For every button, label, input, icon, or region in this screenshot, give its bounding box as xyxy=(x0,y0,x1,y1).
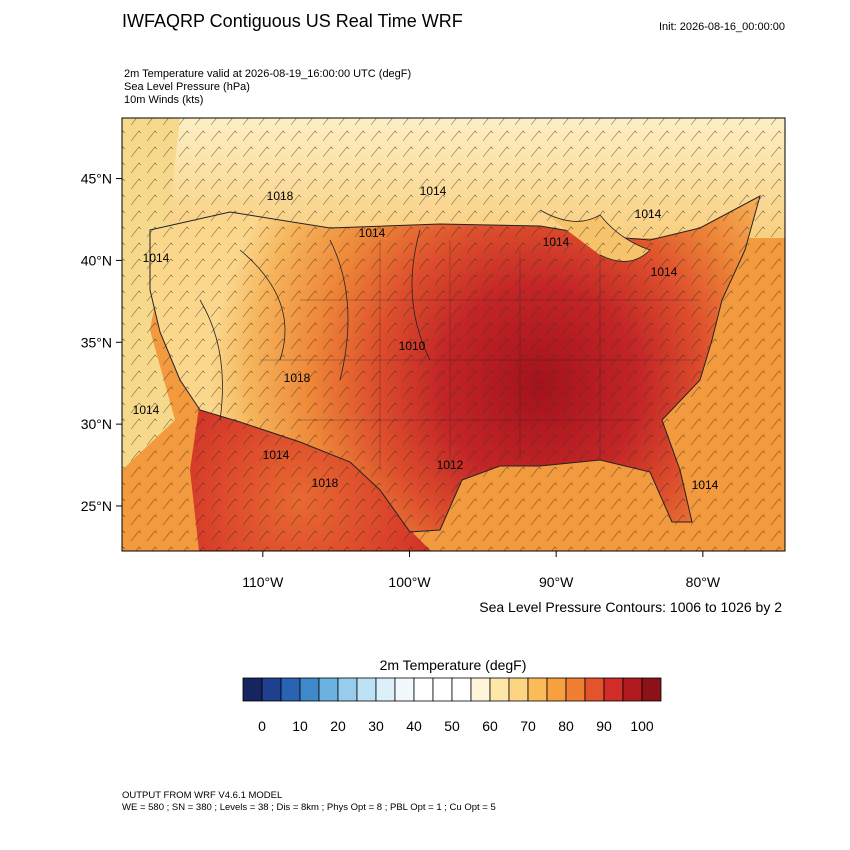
contour-label: 1014 xyxy=(359,226,386,240)
colorbar-swatch xyxy=(280,677,301,702)
contour-label-group: 1014 1014 1014 1014 1014 1014 1010 1014 1012 1014… xyxy=(133,184,719,492)
colorbar-tick-label: 40 xyxy=(406,718,422,734)
colorbar-swatch xyxy=(337,677,358,702)
y-tick-label: 30°N xyxy=(81,416,112,432)
colorbar-title: 2m Temperature (degF) xyxy=(380,657,527,673)
footer-line: WE = 580 ; SN = 380 ; Levels = 38 ; Dis … xyxy=(122,802,496,813)
colorbar-swatch xyxy=(546,677,567,702)
colorbar-swatch xyxy=(584,677,605,702)
y-tick-label: 35°N xyxy=(81,334,112,350)
colorbar-swatch xyxy=(242,677,263,702)
field-label: 10m Winds (kts) xyxy=(124,94,203,106)
contour-label: 1014 xyxy=(635,207,662,221)
footer-line: OUTPUT FROM WRF V4.6.1 MODEL xyxy=(122,790,282,801)
colorbar-tick-label: 80 xyxy=(558,718,574,734)
colorbar-swatch xyxy=(318,677,339,702)
x-tick-label: 100°W xyxy=(388,574,431,590)
x-tick-label: 110°W xyxy=(242,574,284,590)
colorbar: 0 10 20 30 40 50 60 70 80 90 100 xyxy=(242,677,662,734)
colorbar-swatch xyxy=(356,677,377,702)
colorbar-swatch xyxy=(565,677,586,702)
colorbar-swatch xyxy=(470,677,491,702)
colorbar-swatch xyxy=(451,677,472,702)
colorbar-tick-label: 60 xyxy=(482,718,498,734)
contour-label: 1014 xyxy=(143,251,170,265)
colorbar-swatch xyxy=(375,677,396,702)
colorbar-swatch xyxy=(413,677,434,702)
contour-label: 1012 xyxy=(437,458,464,472)
contour-label: 1010 xyxy=(399,339,426,353)
title: IWFAQRP Contiguous US Real Time WRF xyxy=(122,11,463,31)
colorbar-tick-label: 100 xyxy=(630,718,654,734)
map-frame xyxy=(121,117,786,552)
contour-label: 1018 xyxy=(284,371,311,385)
map-area: 1014 1014 1014 1014 1014 1014 1010 1014 1012 1014… xyxy=(122,118,785,551)
axes: 110°W 100°W 90°W 80°W 25°N 30°N 35°N 40°N 45°N xyxy=(81,171,721,590)
wind-barbs xyxy=(122,118,785,551)
contour-label: 1018 xyxy=(312,476,339,490)
colorbar-swatch xyxy=(622,677,643,702)
colorbar-swatch xyxy=(261,677,282,702)
colorbar-swatch xyxy=(527,677,548,702)
colorbar-tick-label: 20 xyxy=(330,718,346,734)
colorbar-tick-label: 0 xyxy=(258,718,266,734)
colorbar-swatch xyxy=(508,677,529,702)
colorbar-swatch xyxy=(432,677,453,702)
field-label: 2m Temperature valid at 2026-08-19_16:00… xyxy=(124,68,411,80)
field-list: 2m Temperature valid at 2026-08-19_16:00… xyxy=(124,68,411,106)
contour-label: 1014 xyxy=(263,448,290,462)
colorbar-swatch xyxy=(489,677,510,702)
contour-label: 1014 xyxy=(133,403,160,417)
contour-label: 1014 xyxy=(543,235,570,249)
colorbar-tick-label: 50 xyxy=(444,718,460,734)
contour-label: 1014 xyxy=(692,478,719,492)
y-tick-label: 40°N xyxy=(81,252,112,268)
colorbar-tick-label: 30 xyxy=(368,718,384,734)
colorbar-swatch xyxy=(603,677,624,702)
colorbar-tick-label: 10 xyxy=(292,718,308,734)
field-label: Sea Level Pressure (hPa) xyxy=(124,81,250,93)
x-tick-label: 80°W xyxy=(686,574,721,590)
y-tick-label: 25°N xyxy=(81,498,112,514)
contour-note: Sea Level Pressure Contours: 1006 to 102… xyxy=(479,599,782,615)
colorbar-swatch xyxy=(299,677,320,702)
contour-label: 1018 xyxy=(267,189,294,203)
y-tick-label: 45°N xyxy=(81,171,112,187)
colorbar-tick-label: 70 xyxy=(520,718,536,734)
colorbar-swatch xyxy=(394,677,415,702)
colorbar-swatch xyxy=(641,677,662,702)
x-tick-label: 90°W xyxy=(539,574,574,590)
init-time: Init: 2026-08-16_00:00:00 xyxy=(659,21,785,33)
colorbar-tick-label: 90 xyxy=(596,718,612,734)
contour-label: 1014 xyxy=(420,184,447,198)
contour-label: 1014 xyxy=(651,265,678,279)
